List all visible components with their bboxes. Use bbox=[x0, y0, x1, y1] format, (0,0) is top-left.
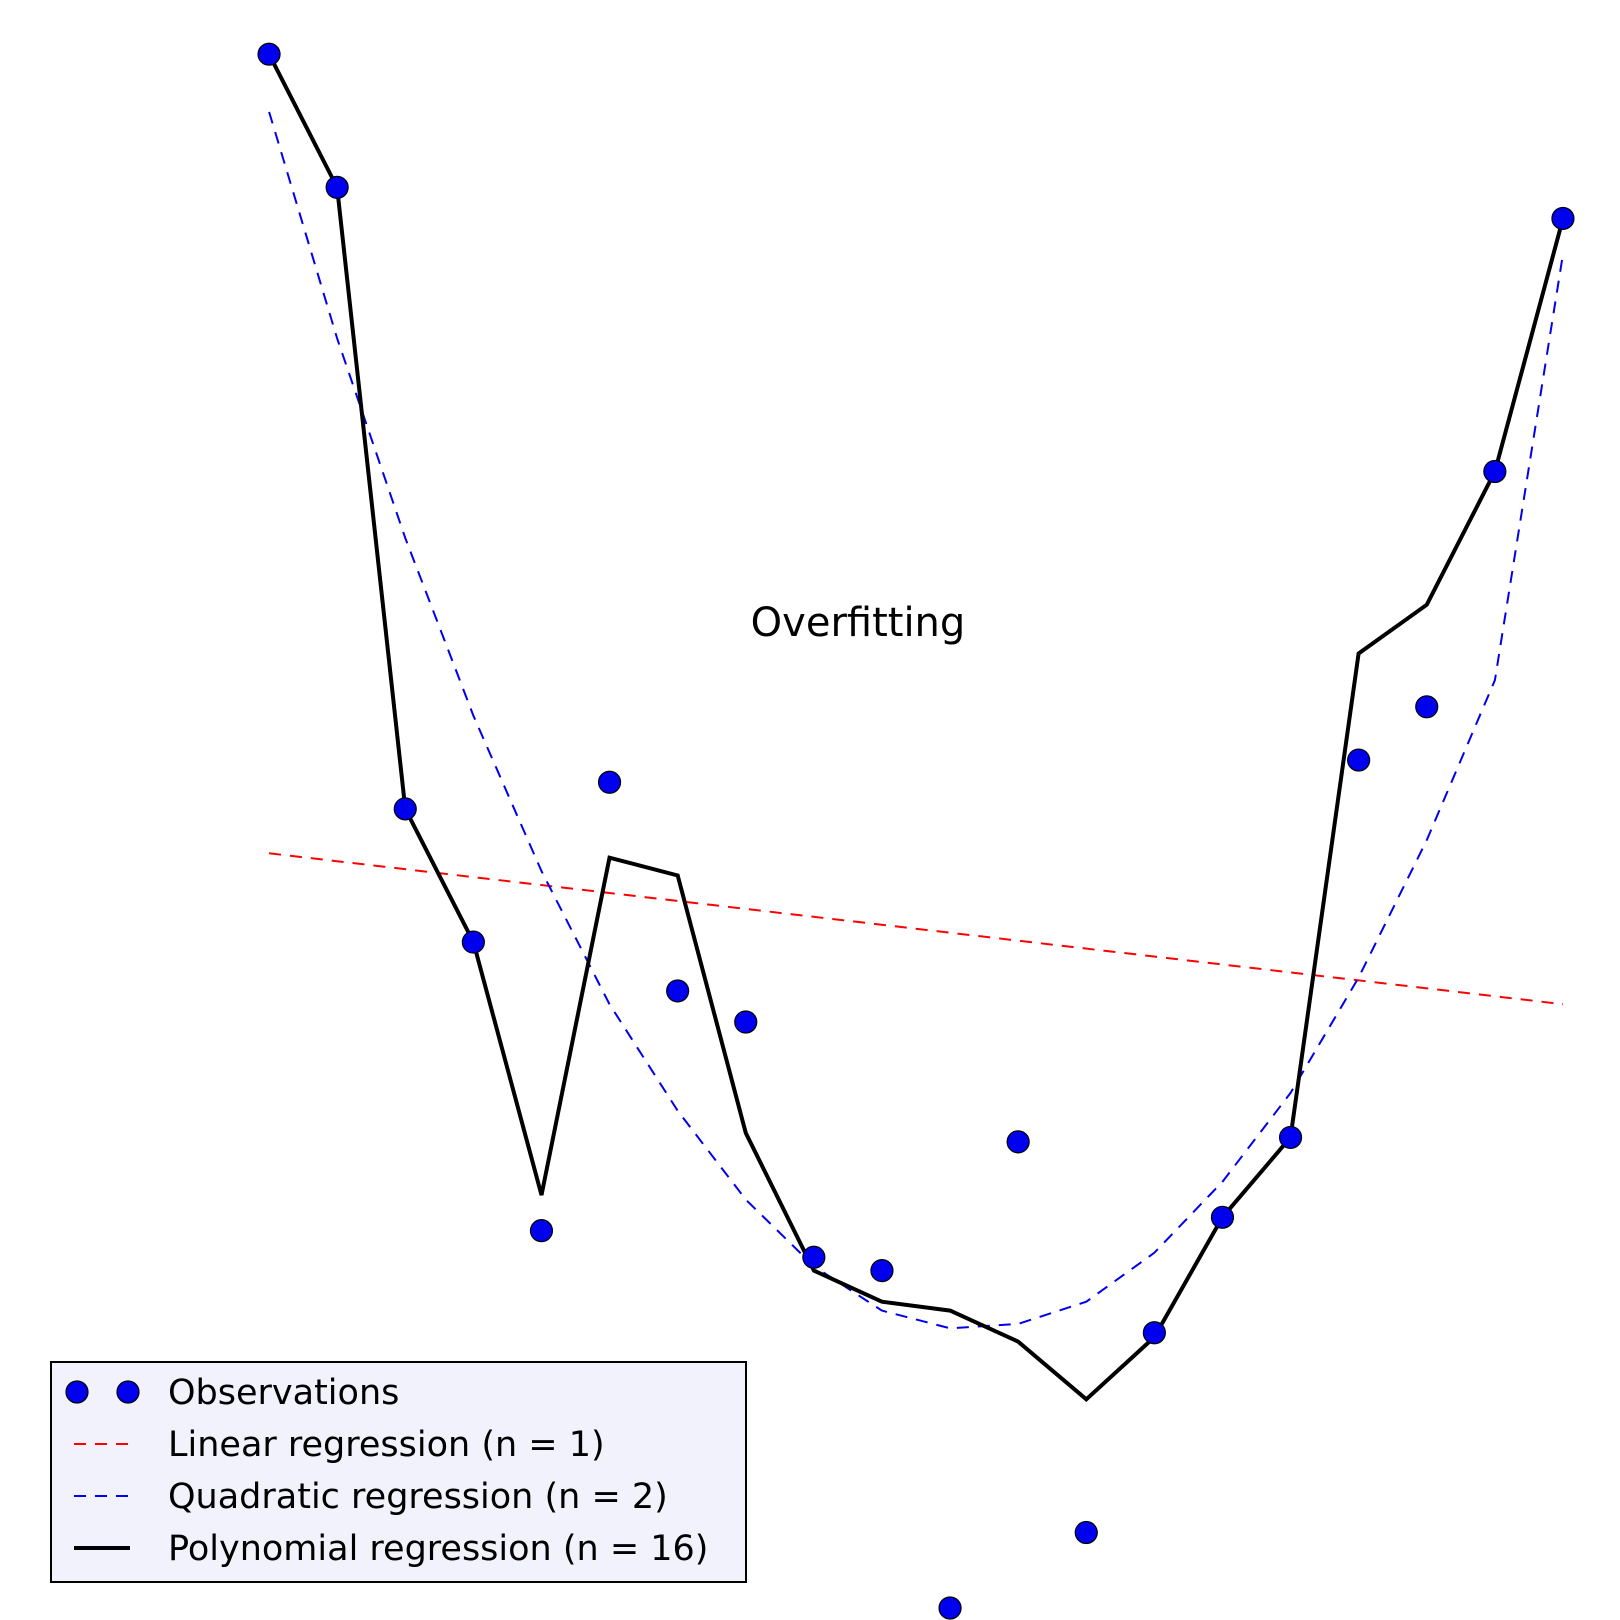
quadratic-regression-n-2-line bbox=[268, 111, 1564, 1330]
plot-points bbox=[257, 42, 1575, 1620]
observation-point bbox=[938, 1596, 962, 1620]
plot-lines bbox=[267, 53, 1565, 1402]
legend-label-polynomial-regression-n-16: Polynomial regression (n = 16) bbox=[168, 1529, 708, 1569]
legend: Observations Linear regression (n = 1) Qua… bbox=[50, 1361, 747, 1583]
polynomial-regression-n-16-line bbox=[267, 53, 1565, 1402]
observation-point bbox=[325, 175, 349, 199]
legend-marker bbox=[65, 1380, 89, 1404]
observation-point bbox=[1551, 206, 1575, 231]
observation-point bbox=[734, 1010, 758, 1034]
observation-point bbox=[1483, 459, 1507, 484]
observation-point bbox=[1210, 1205, 1235, 1229]
legend-label-quadratic-regression-n-2: Quadratic regression (n = 2) bbox=[168, 1477, 668, 1517]
legend-label-linear-regression-n-1: Linear regression (n = 1) bbox=[168, 1425, 605, 1465]
observation-point bbox=[597, 770, 622, 794]
linear-regression-n-1-line bbox=[268, 852, 1564, 1006]
observation-point bbox=[1347, 748, 1371, 772]
observation-point bbox=[666, 979, 690, 1003]
observation-point bbox=[802, 1245, 826, 1269]
observation-point bbox=[870, 1259, 894, 1283]
legend-box bbox=[50, 1361, 747, 1583]
legend-entries: Observations Linear regression (n = 1) Qua… bbox=[65, 1373, 708, 1569]
observation-point bbox=[461, 930, 485, 954]
legend-marker bbox=[116, 1380, 140, 1404]
observation-point bbox=[1278, 1125, 1303, 1150]
legend-label-observations: Observations bbox=[168, 1373, 399, 1413]
observation-point bbox=[1415, 695, 1439, 719]
observation-point bbox=[529, 1219, 554, 1243]
observation-point bbox=[1006, 1130, 1030, 1154]
overfitting-annotation: Overfitting bbox=[751, 600, 966, 646]
observation-point bbox=[393, 797, 417, 821]
observation-point bbox=[1142, 1321, 1166, 1345]
observation-point bbox=[1074, 1520, 1098, 1545]
observation-point bbox=[257, 42, 281, 66]
